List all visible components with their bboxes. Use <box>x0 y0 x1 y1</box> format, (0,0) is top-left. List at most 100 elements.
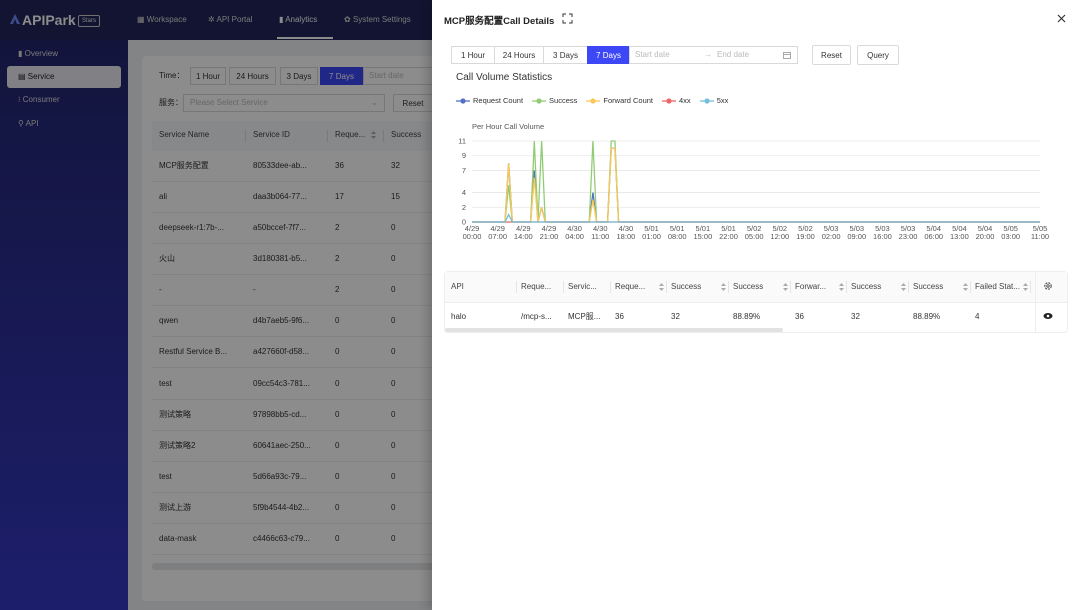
column-header: Success <box>851 282 882 291</box>
select-placeholder[interactable]: Please Select Service <box>190 98 268 107</box>
drawer-title: MCP服务配置Call Details <box>444 16 555 27</box>
reset-button[interactable]: Reset <box>812 45 851 65</box>
date-placeholder[interactable]: Start date <box>369 71 404 80</box>
legend-item[interactable]: Forward Count <box>586 95 653 107</box>
sort-down <box>839 288 844 291</box>
settings-icon[interactable] <box>1043 281 1053 291</box>
legend-item[interactable]: Success <box>532 95 577 107</box>
date-placeholder[interactable]: End date <box>717 50 750 59</box>
row-divider <box>152 336 442 338</box>
sort-icon[interactable] <box>721 283 726 291</box>
sidebar-item[interactable]: ⁝ Consumer <box>18 95 60 104</box>
table-cell: 60641aec-250... <box>253 440 311 450</box>
column-divider <box>563 281 564 293</box>
date-range[interactable] <box>629 46 798 64</box>
legend-label: Forward Count <box>603 96 654 105</box>
range-button[interactable]: 3 Days <box>543 46 588 64</box>
nav-item[interactable]: ▦ Workspace <box>137 15 187 24</box>
date-placeholder[interactable]: Start date <box>635 50 670 59</box>
sidebar: ▮ Overview ▤ Service ⁝ Consumer ⚲ API <box>0 40 128 610</box>
expand-icon[interactable] <box>562 13 573 24</box>
row-divider <box>152 398 442 400</box>
sort-icon[interactable] <box>963 283 968 291</box>
close-icon[interactable] <box>1057 14 1066 23</box>
legend-item[interactable]: 5xx <box>699 95 728 107</box>
table-cell: 测试策略2 <box>159 440 196 450</box>
nav-underline <box>277 37 333 39</box>
sort-icon[interactable] <box>371 131 376 139</box>
y-tick-label: 4 <box>462 188 466 197</box>
stars-badge[interactable]: Stars <box>78 15 101 27</box>
sort-icon[interactable] <box>1023 283 1028 291</box>
sort-icon[interactable] <box>901 283 906 291</box>
legend-item[interactable]: Request Count <box>456 95 523 107</box>
range-button[interactable]: 24 Hours <box>494 46 544 64</box>
table-cell: a50bccef-7f7... <box>253 223 306 233</box>
nav-label[interactable]: API Portal <box>216 15 253 24</box>
range-button[interactable]: 1 Hour <box>451 46 495 64</box>
x-tick-label: 4/29 21:00 <box>539 224 559 241</box>
sidebar-item[interactable]: ▤ Service <box>18 72 55 81</box>
column-header: Success <box>391 130 422 139</box>
sidebar-item[interactable]: ⚲ API <box>18 119 39 128</box>
range-button[interactable]: 7 Days <box>587 46 630 64</box>
column-divider <box>516 281 517 293</box>
sort-up <box>839 283 844 286</box>
range-button[interactable]: 3 Days <box>280 67 318 85</box>
sidebar-item[interactable]: ▮ Overview <box>18 49 58 58</box>
sort-icon[interactable] <box>659 283 664 291</box>
table-cell: 32 <box>671 312 680 321</box>
row-divider <box>152 553 442 555</box>
sidebar-label[interactable]: API <box>25 119 39 128</box>
service-select[interactable] <box>183 94 385 112</box>
column-header: Reque... <box>521 282 552 291</box>
table-header <box>152 121 442 151</box>
table-cell: 0 <box>391 347 396 357</box>
nav-label[interactable]: System Settings <box>352 15 411 24</box>
sort-icon[interactable] <box>783 283 788 291</box>
nav-label[interactable]: Analytics <box>285 15 318 24</box>
table-cell: 0 <box>391 533 396 543</box>
series-line <box>472 140 1040 223</box>
sort-down <box>1023 288 1028 291</box>
range-button[interactable]: 24 Hours <box>229 67 276 85</box>
table-cell: 0 <box>335 347 340 357</box>
x-tick-label: 4/30 04:00 <box>565 224 584 241</box>
calendar-icon[interactable] <box>783 51 791 59</box>
x-tick-label: 5/05 11:00 <box>1030 224 1050 241</box>
table-cell: /mcp-s... <box>521 312 552 321</box>
query-button[interactable]: Query <box>857 45 899 65</box>
view-icon[interactable] <box>1043 312 1053 320</box>
table-cell: 0 <box>335 533 340 543</box>
legend-item[interactable]: 4xx <box>662 95 691 107</box>
sort-up <box>901 283 906 286</box>
chart-title: Call Volume Statistics <box>456 72 553 83</box>
table-cell: test <box>159 378 172 388</box>
sidebar-active[interactable] <box>7 66 121 88</box>
nav-label[interactable]: Workspace <box>146 15 187 24</box>
table-cell: 88.89% <box>913 312 941 321</box>
x-tick-label: 4/29 07:00 <box>488 224 508 241</box>
nav-item[interactable]: ▮ Analytics <box>279 15 318 24</box>
table-cell: 2 <box>335 285 340 295</box>
fixed-column-border <box>1035 272 1036 332</box>
sort-icon[interactable] <box>839 283 844 291</box>
select-arrow[interactable]: ⌄ <box>371 98 378 107</box>
sidebar-label[interactable]: Overview <box>24 49 58 58</box>
x-tick-label: 5/04 13:00 <box>949 224 969 241</box>
column-divider <box>327 130 328 142</box>
legend-label: 4xx <box>679 96 691 105</box>
range-button[interactable]: 7 Days <box>320 67 363 85</box>
x-tick-label: 5/02 12:00 <box>770 224 790 241</box>
column-header: Service ID <box>253 130 290 139</box>
table-cell: 0 <box>335 471 340 481</box>
sidebar-label[interactable]: Service <box>27 72 55 81</box>
nav-item[interactable]: ✲ API Portal <box>208 15 253 24</box>
table-cell: 0 <box>335 409 340 419</box>
x-tick-label: 5/02 05:00 <box>744 224 764 241</box>
range-button[interactable]: 1 Hour <box>190 67 226 85</box>
sidebar-label[interactable]: Consumer <box>22 95 60 104</box>
x-tick-label: 4/30 18:00 <box>616 224 636 241</box>
row-divider <box>152 243 442 245</box>
nav-item[interactable]: ✿ System Settings <box>344 15 411 24</box>
